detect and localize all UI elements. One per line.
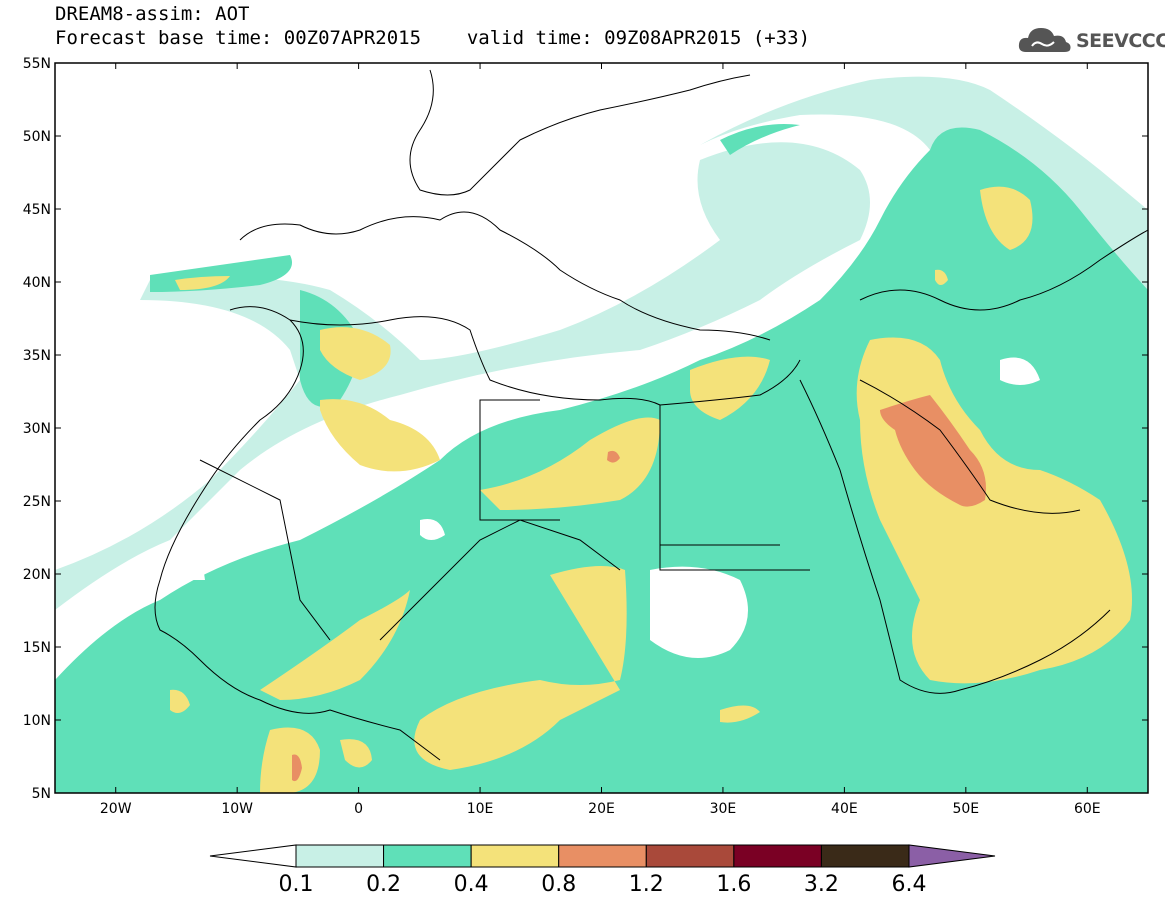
colorbar-swatch xyxy=(645,844,735,868)
base-time-label: Forecast base time: xyxy=(55,27,273,49)
longitude-axis: 20W 10W 0 10E 20E 30E 40E 50E 60E xyxy=(100,63,1101,817)
colorbar-swatch xyxy=(470,844,560,868)
valid-time-label: valid time: xyxy=(466,27,593,49)
colorbar-high-arrow xyxy=(908,844,996,868)
colorbar-swatch xyxy=(558,844,647,868)
colorbar-low-arrow xyxy=(209,844,297,868)
forecast-times: Forecast base time: 00Z07APR2015 valid t… xyxy=(55,27,810,49)
lon-label: 30E xyxy=(710,801,737,817)
colorbar-label: 0.1 xyxy=(279,872,314,897)
lat-label: 5N xyxy=(32,786,51,802)
coastlines xyxy=(154,69,1148,761)
base-time: 00Z07APR2015 xyxy=(283,27,422,49)
lon-label: 50E xyxy=(952,801,979,817)
logo-text: SEEVCCC xyxy=(1076,30,1165,52)
lat-label: 10N xyxy=(23,713,51,729)
lon-label: 0 xyxy=(354,801,363,817)
lon-label: 10W xyxy=(221,801,253,817)
colorbar-label: 3.2 xyxy=(804,872,839,897)
aot-band-0.4 xyxy=(170,186,1132,793)
colorbar-label: 1.2 xyxy=(629,872,664,897)
lat-label: 30N xyxy=(23,421,51,437)
colorbar-swatch xyxy=(733,844,822,868)
colorbar-swatch xyxy=(820,844,910,868)
colorbar-label: 0.4 xyxy=(454,872,489,897)
latitude-axis: 55N 50N 45N 40N 35N 30N 25N 20N 15N 10N 5N xyxy=(23,56,1148,802)
aot-band-0.8 xyxy=(292,395,986,782)
lon-label: 60E xyxy=(1074,801,1101,817)
lat-label: 45N xyxy=(23,202,51,218)
lon-label: 40E xyxy=(831,801,858,817)
lat-label: 25N xyxy=(23,494,51,510)
lat-label: 50N xyxy=(23,129,51,145)
lat-label: 20N xyxy=(23,567,51,583)
colorbar-swatch xyxy=(383,844,472,868)
lat-label: 15N xyxy=(23,640,51,656)
map-title: DREAM8-assim: AOT xyxy=(55,3,250,25)
lon-label: 20W xyxy=(100,801,132,817)
lon-label: 20E xyxy=(588,801,615,817)
colorbar-swatch xyxy=(295,844,385,868)
valid-time: 09Z08APR2015 (+33) xyxy=(604,27,811,49)
aot-field xyxy=(55,76,1148,793)
lat-label: 40N xyxy=(23,275,51,291)
lat-label: 35N xyxy=(23,348,51,364)
colorbar-label: 1.6 xyxy=(716,872,751,897)
cloud-logo-icon xyxy=(1018,28,1071,52)
colorbar: 0.1 0.2 0.4 0.8 1.2 1.6 3.2 6.4 xyxy=(209,844,996,897)
colorbar-label: 6.4 xyxy=(892,872,927,897)
lon-label: 10E xyxy=(467,801,494,817)
colorbar-label: 0.8 xyxy=(541,872,576,897)
colorbar-label: 0.2 xyxy=(366,872,401,897)
lat-label: 55N xyxy=(23,56,51,72)
